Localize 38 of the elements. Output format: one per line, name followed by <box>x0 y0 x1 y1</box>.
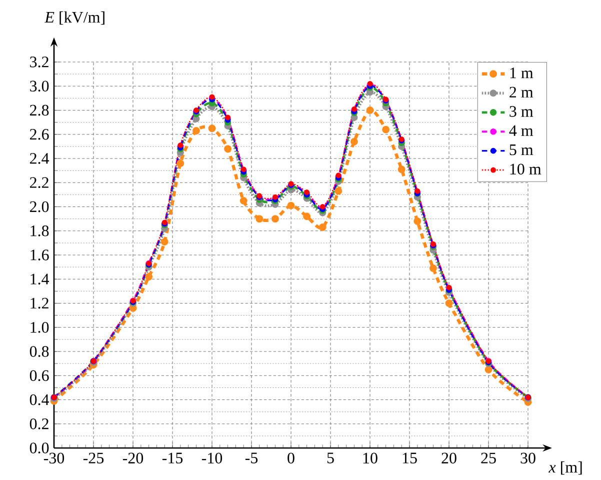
x-tick-label: 0 <box>288 452 294 464</box>
x-tick-label: -5 <box>245 452 258 464</box>
y-tick-label: 2.6 <box>30 128 49 140</box>
y-tick-label: 2.2 <box>30 177 48 188</box>
legend-label: 3 m <box>510 106 534 117</box>
y-tick-label: 2.0 <box>30 201 49 212</box>
x-tick-label: 30 <box>520 452 536 464</box>
y-tick-label: 0.4 <box>30 394 50 406</box>
legend-label: 10 m <box>510 164 542 174</box>
y-tick-label: 0.6 <box>30 370 49 382</box>
legend-label: 5 m <box>510 144 534 156</box>
y-tick-label: 3.0 <box>30 80 49 92</box>
x-tick-label: 10 <box>363 452 378 464</box>
legend-label: 1 m <box>510 68 534 78</box>
y-tick-label: 2.4 <box>30 153 50 164</box>
y-tick-label: 0.8 <box>30 346 49 357</box>
y-tick-label: 0.0 <box>30 442 49 454</box>
x-tick-label: 20 <box>442 452 456 464</box>
y-axis-title: E [kV/m] <box>44 11 104 25</box>
x-tick-label: 25 <box>481 452 496 464</box>
y-tick-label: 1.4 <box>30 274 50 285</box>
y-tick-label: 1.2 <box>30 298 48 309</box>
x-tick-label: -10 <box>202 452 222 464</box>
x-tick-label: 5 <box>327 452 334 464</box>
x-tick-label: -20 <box>122 452 144 464</box>
y-tick-label: 2.8 <box>30 104 49 116</box>
x-tick-label: 15 <box>402 452 417 464</box>
y-tick-label: 1.8 <box>30 225 49 236</box>
y-tick-label: 0.2 <box>30 418 48 430</box>
y-tick-label: 1.0 <box>30 322 49 333</box>
legend-label: 2 m <box>510 86 534 98</box>
y-tick-label: 1.6 <box>30 250 49 260</box>
legend-label: 4 m <box>509 125 534 136</box>
x-axis-title: x [m] <box>548 461 582 475</box>
y-tick-label: 3.2 <box>30 56 48 68</box>
x-tick-label: -30 <box>44 452 64 464</box>
x-tick-label: -15 <box>162 452 183 464</box>
x-tick-label: -25 <box>83 452 104 464</box>
